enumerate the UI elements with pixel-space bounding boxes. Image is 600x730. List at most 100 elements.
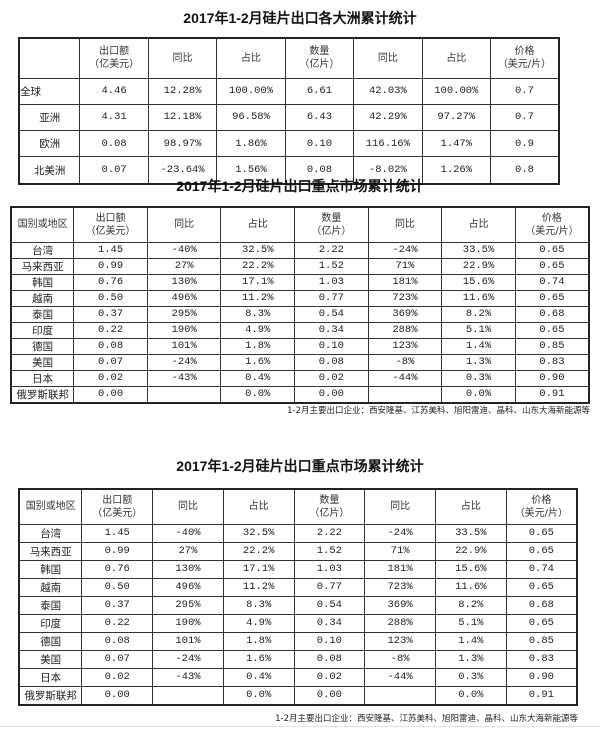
data-cell: 0.76 [73, 273, 148, 291]
data-cell: 0.07 [79, 156, 149, 185]
data-cell: 0.54 [293, 595, 366, 615]
data-cell: 4.46 [79, 77, 149, 105]
data-cell: -40% [146, 241, 222, 259]
column-header: 出口额 （亿美元） [79, 37, 149, 79]
data-cell: 0.68 [514, 305, 590, 323]
data-cell: 0.4% [222, 667, 295, 687]
data-cell [364, 685, 436, 706]
data-cell: 0.37 [81, 595, 154, 615]
table-row: 韩国 0.76 130% 17.1% 1.03 181% 15.6% 0.74 [10, 273, 590, 291]
data-cell: 5.1% [434, 613, 507, 633]
data-cell: 12.28% [147, 77, 218, 105]
data-cell: 0.83 [505, 649, 578, 669]
data-cell: 723% [367, 289, 443, 307]
data-cell: 4.31 [79, 103, 149, 132]
data-cell: 0.77 [293, 577, 366, 597]
column-header: 国别或地区 [18, 488, 83, 525]
data-cell: 5.1% [441, 321, 516, 339]
data-cell: 0.91 [505, 685, 578, 706]
data-cell: 0.22 [73, 321, 148, 339]
data-cell: -8% [367, 353, 443, 371]
data-cell: 0.68 [505, 595, 578, 615]
data-cell: 1.4% [434, 631, 507, 651]
table-row: 印度 0.22 190% 4.9% 0.34 288% 5.1% 0.65 [18, 613, 578, 633]
table-row: 亚洲 4.31 12.18% 96.58% 6.43 42.29% 97.27% 0.7 [18, 103, 560, 132]
data-cell: 2.22 [294, 241, 369, 259]
data-cell: 1.6% [220, 353, 296, 371]
table-row: 韩国 0.76 130% 17.1% 1.03 181% 15.6% 0.74 [18, 559, 578, 579]
continent-export-table: 出口额 （亿美元） 同比 占比 数量 （亿片） 同比 占比 价格 （美元/片） 全球 4.46 1… [18, 37, 560, 185]
data-cell: 369% [367, 305, 443, 323]
table-row: 越南 0.50 496% 11.2% 0.77 723% 11.6% 0.65 [18, 577, 578, 597]
data-cell: 130% [146, 273, 222, 291]
data-cell: 0.3% [441, 369, 516, 387]
data-cell: 27% [152, 541, 224, 561]
table-footnote: 1-2月主要出口企业：西安隆基、江苏美科、旭阳雷迪、晶科、山东大海新能源等 [287, 406, 590, 416]
data-cell: 0.0% [434, 685, 507, 706]
column-header: 同比 [353, 37, 423, 79]
data-cell: 295% [152, 595, 224, 615]
data-cell: 0.85 [505, 631, 578, 651]
column-header: 国别或地区 [10, 206, 75, 243]
data-cell: 0.91 [514, 385, 590, 403]
column-header: 同比 [364, 488, 436, 525]
data-cell: 0.54 [294, 305, 369, 323]
data-cell: 0.65 [505, 541, 578, 561]
data-cell: 0.00 [81, 685, 154, 706]
data-cell: 0.0% [441, 385, 516, 403]
table-row: 台湾 1.45 -40% 32.5% 2.22 -24% 33.5% 0.65 [18, 523, 578, 543]
data-cell: 0.02 [81, 667, 154, 687]
data-cell: 123% [367, 337, 443, 355]
data-cell: 32.5% [222, 523, 295, 543]
data-cell: 0.08 [73, 337, 148, 355]
data-cell: 32.5% [220, 241, 296, 259]
data-cell: 0.7 [490, 103, 560, 132]
region-cell: 北美洲 [18, 156, 81, 185]
data-cell: 0.65 [514, 321, 590, 339]
data-cell: 42.29% [353, 103, 423, 132]
data-cell: 723% [364, 577, 436, 597]
data-cell: -44% [364, 667, 436, 687]
column-header: 数量 （亿片） [284, 37, 355, 79]
data-cell: 0.07 [73, 353, 148, 371]
data-cell: -24% [367, 241, 443, 259]
data-cell: 0.8 [490, 156, 560, 185]
table-row: 德国 0.08 101% 1.8% 0.10 123% 1.4% 0.85 [10, 337, 590, 355]
data-cell: 22.9% [434, 541, 507, 561]
data-cell: -44% [367, 369, 443, 387]
data-cell: 11.2% [222, 577, 295, 597]
data-cell: 0.65 [505, 577, 578, 597]
region-cell: 台湾 [10, 241, 75, 259]
table-row: 日本 0.02 -43% 0.4% 0.02 -44% 0.3% 0.90 [10, 369, 590, 387]
table-footnote-repeat: 1-2月主要出口企业：西安隆基、江苏美科、旭阳雷迪、晶科、山东大海新能源等 [275, 714, 578, 724]
region-cell: 全球 [18, 77, 81, 105]
data-cell: 0.50 [73, 289, 148, 307]
column-header: 占比 [220, 206, 296, 243]
data-cell: 8.2% [441, 305, 516, 323]
data-cell: -24% [152, 649, 224, 669]
data-cell: 0.90 [505, 667, 578, 687]
table-title-continents: 2017年1-2月硅片出口各大洲累计统计 [183, 10, 417, 26]
region-cell: 印度 [18, 613, 83, 633]
data-cell: 4.9% [220, 321, 296, 339]
table-row: 越南 0.50 496% 11.2% 0.77 723% 11.6% 0.65 [10, 289, 590, 307]
data-cell: 0.02 [294, 369, 369, 387]
region-cell: 亚洲 [18, 103, 81, 132]
data-cell: 0.4% [220, 369, 296, 387]
column-header: 占比 [434, 488, 507, 525]
data-cell: 0.90 [514, 369, 590, 387]
data-cell: 0.65 [505, 613, 578, 633]
column-header: 同比 [147, 37, 218, 79]
data-cell: 11.2% [220, 289, 296, 307]
data-cell: 0.07 [81, 649, 154, 669]
data-cell: 33.5% [434, 523, 507, 543]
region-cell: 美国 [10, 353, 75, 371]
data-cell: 190% [146, 321, 222, 339]
column-header: 占比 [216, 37, 286, 79]
data-cell: 181% [367, 273, 443, 291]
region-cell: 德国 [18, 631, 83, 651]
data-cell: 123% [364, 631, 436, 651]
data-cell: 0.0% [220, 385, 296, 403]
data-cell: 0.34 [294, 321, 369, 339]
region-cell: 美国 [18, 649, 83, 669]
